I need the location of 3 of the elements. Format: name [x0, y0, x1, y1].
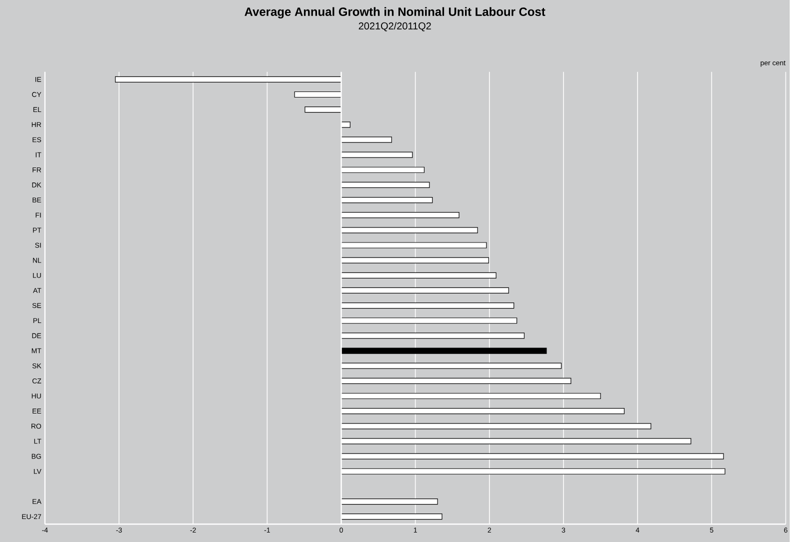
chart-subtitle: 2021Q2/2011Q2 [358, 22, 431, 32]
chart-title: Average Annual Growth in Nominal Unit Labour Cost [244, 7, 546, 18]
bar [340, 348, 547, 354]
